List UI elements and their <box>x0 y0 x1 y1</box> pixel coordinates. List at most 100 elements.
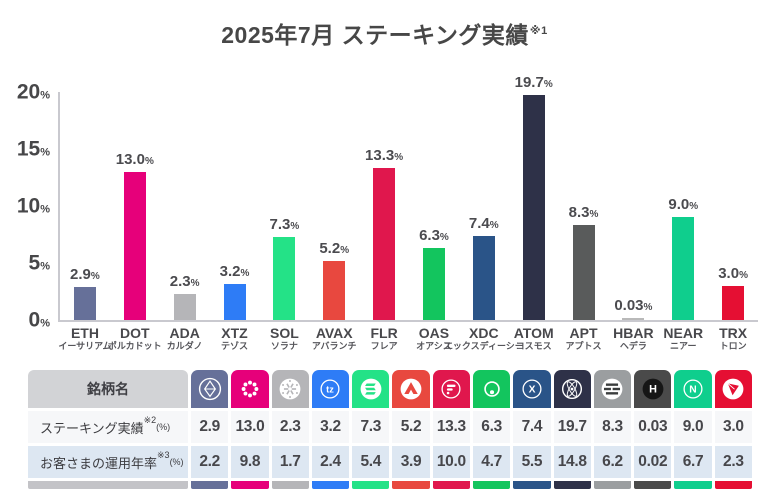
bar-slot-oas: 6.3% OAS オアシス <box>409 92 459 351</box>
bar-slot-dot: 13.0% DOT ポルカドット <box>108 92 162 351</box>
table-cell-annual-eth: 2.2 <box>191 446 229 478</box>
bar-value-label: 3.2% <box>219 262 250 280</box>
x-axis-label-near: NEAR ニアー <box>663 325 704 352</box>
coin-header-trx <box>714 370 752 408</box>
table-strip-apt <box>593 481 632 489</box>
bar-value-label: 9.0% <box>668 196 699 214</box>
solana-icon <box>358 376 384 402</box>
coin-header-atom <box>553 370 591 408</box>
bar-value-label: 3.0% <box>718 264 748 282</box>
bar-slot-flr: 13.3% FLR フレア <box>359 92 409 351</box>
bar-value-label: 6.3% <box>419 227 449 245</box>
bar-slot-ada: 2.3% ADA カルダノ <box>160 92 210 351</box>
flare-icon <box>438 376 464 402</box>
table-strip-near <box>674 481 712 489</box>
bar-apt <box>572 225 595 320</box>
table-strip-label-column <box>28 481 188 489</box>
bar-slot-hbar: 0.03% HBAR ヘデラ <box>608 92 658 351</box>
bar-value-label: 5.2% <box>319 239 350 257</box>
coin-header-eth <box>191 370 229 408</box>
y-axis-tick-label: 10% <box>16 194 50 218</box>
bar-oas <box>422 248 445 320</box>
bar-sol <box>273 236 296 320</box>
bar-dot <box>123 171 146 320</box>
bar-ada <box>173 293 196 320</box>
x-axis-label-oas: OAS オアシス <box>416 325 452 352</box>
table-strip-atom <box>553 481 591 489</box>
bar-slot-trx: 3.0% TRX トロン <box>708 92 758 351</box>
table-cell-annual-trx: 2.3 <box>714 446 752 478</box>
table-cell-staking-sol: 7.3 <box>352 411 390 443</box>
svg-text:N: N <box>689 384 696 395</box>
tezos-icon: tz <box>317 376 343 402</box>
table-cell-staking-eth: 2.9 <box>191 411 229 443</box>
table-cell-annual-atom: 14.8 <box>553 446 591 478</box>
bar-atom <box>522 95 545 320</box>
table-cell-staking-near: 9.0 <box>674 411 712 443</box>
bar-value-label: 2.9% <box>70 265 100 283</box>
table-cell-annual-avax: 3.9 <box>392 446 430 478</box>
table-cell-staking-hbar: 0.03 <box>634 411 672 443</box>
aptos-icon <box>599 376 625 402</box>
table-cell-annual-xtz: 2.4 <box>311 446 350 478</box>
y-axis-tick-label: 5% <box>28 251 50 275</box>
coin-header-dot <box>231 370 269 408</box>
bar-value-label: 7.4% <box>468 214 499 232</box>
bar-slot-near: 9.0% NEAR ニアー <box>658 92 708 351</box>
staking-bar-chart: 2.9% ETH イーサリアム 13.0% DOT ポルカドット 2.3% ADA カルダノ 3.… <box>58 75 758 351</box>
table-cell-staking-flr: 13.3 <box>432 411 470 443</box>
table-cell-staking-avax: 5.2 <box>392 411 430 443</box>
svg-text:H: H <box>649 384 657 396</box>
coin-header-oas <box>472 370 511 408</box>
coin-header-near: N <box>674 370 712 408</box>
table-cell-annual-hbar: 0.02 <box>634 446 672 478</box>
table-strip-eth <box>191 481 229 489</box>
bar-value-label: 13.3% <box>365 147 404 165</box>
bar-xtz <box>223 283 246 320</box>
hedera-icon: H <box>640 376 666 402</box>
coin-header-apt <box>593 370 632 408</box>
x-axis-label-eth: ETH イーサリアム <box>58 325 112 352</box>
bar-value-label: 0.03% <box>614 297 653 314</box>
table-cell-annual-near: 6.7 <box>674 446 712 478</box>
bar-value-label: 7.3% <box>269 215 300 233</box>
xdc-icon: X <box>519 376 545 402</box>
table-cell-staking-apt: 8.3 <box>593 411 632 443</box>
bar-value-label: 13.0% <box>115 150 154 168</box>
y-axis-tick-label: 15% <box>16 137 50 161</box>
bar-slot-sol: 7.3% SOL ソラナ <box>259 92 309 351</box>
table-strip-ada <box>271 481 309 489</box>
table-cell-annual-xdc: 5.5 <box>513 446 551 478</box>
y-axis-tick-label: 0% <box>28 308 50 332</box>
near-icon: N <box>680 376 706 402</box>
ethereum-icon <box>197 376 223 402</box>
table-cell-annual-sol: 5.4 <box>352 446 390 478</box>
bar-value-label: 2.3% <box>169 272 200 290</box>
bar-slot-xdc: 7.4% XDC エックスディーシー <box>444 92 524 351</box>
coin-comparison-table: 銘柄名 tz X H N ステーキング実績 ※2 (%) 2.9 13.0 2.3 3.2 7.3 5.2… <box>28 370 752 489</box>
table-row-label-staking: ステーキング実績 ※2 (%) <box>28 411 188 443</box>
table-cell-staking-dot: 13.0 <box>231 411 269 443</box>
table-cell-annual-flr: 10.0 <box>432 446 470 478</box>
table-cell-annual-ada: 1.7 <box>271 446 309 478</box>
table-strip-sol <box>352 481 390 489</box>
table-strip-oas <box>472 481 511 489</box>
table-cell-staking-xtz: 3.2 <box>311 411 350 443</box>
bar-avax <box>323 260 346 320</box>
coin-header-hbar: H <box>634 370 672 408</box>
coin-header-xdc: X <box>513 370 551 408</box>
table-cell-annual-dot: 9.8 <box>231 446 269 478</box>
page-title-footnote: ※1 <box>529 25 548 38</box>
x-axis-label-sol: SOL ソラナ <box>269 325 299 352</box>
x-axis-label-trx: TRX トロン <box>719 325 748 352</box>
x-axis-label-ada: ADA カルダノ <box>166 325 203 352</box>
coin-header-flr <box>432 370 470 408</box>
table-cell-staking-ada: 2.3 <box>271 411 309 443</box>
tron-icon <box>720 376 746 402</box>
coin-header-sol <box>352 370 390 408</box>
bar-near <box>672 217 695 320</box>
x-axis-label-apt: APT アプトス <box>565 325 602 352</box>
bar-eth <box>73 286 96 320</box>
y-axis: 0% 5% 10% 15% 20% <box>0 82 54 331</box>
table-cell-staking-trx: 3.0 <box>714 411 752 443</box>
